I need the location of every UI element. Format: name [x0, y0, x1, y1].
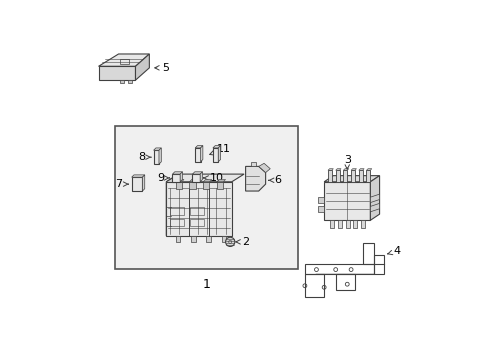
Text: 4: 4 [387, 246, 400, 256]
Polygon shape [217, 180, 225, 182]
Polygon shape [335, 170, 339, 182]
Polygon shape [190, 236, 195, 242]
Polygon shape [358, 170, 362, 182]
Polygon shape [180, 172, 182, 182]
Text: 9: 9 [157, 173, 169, 183]
Text: 11: 11 [209, 144, 230, 155]
Polygon shape [353, 220, 357, 228]
Polygon shape [131, 175, 144, 177]
Polygon shape [327, 170, 331, 182]
Polygon shape [175, 182, 182, 189]
Polygon shape [99, 54, 149, 66]
Text: 6: 6 [268, 175, 281, 185]
Polygon shape [131, 177, 142, 191]
Polygon shape [142, 175, 144, 191]
Polygon shape [200, 145, 203, 162]
Polygon shape [369, 194, 379, 203]
Polygon shape [343, 169, 348, 170]
Polygon shape [245, 166, 265, 191]
Polygon shape [189, 182, 195, 189]
Circle shape [225, 237, 234, 247]
Polygon shape [153, 148, 161, 150]
Polygon shape [345, 220, 349, 228]
Polygon shape [175, 236, 180, 242]
Polygon shape [335, 169, 341, 170]
Polygon shape [135, 54, 149, 80]
Polygon shape [369, 176, 379, 220]
Polygon shape [350, 169, 356, 170]
Text: 8: 8 [138, 152, 151, 162]
Polygon shape [99, 66, 135, 80]
Polygon shape [366, 170, 369, 182]
Polygon shape [195, 145, 203, 148]
Polygon shape [221, 236, 226, 242]
Polygon shape [166, 174, 244, 182]
Polygon shape [172, 174, 180, 182]
Polygon shape [212, 148, 218, 162]
Polygon shape [317, 206, 324, 212]
Polygon shape [324, 182, 369, 220]
Polygon shape [175, 180, 183, 182]
Polygon shape [360, 220, 364, 228]
Bar [115, 126, 297, 269]
Polygon shape [166, 182, 231, 236]
Polygon shape [192, 172, 202, 174]
Polygon shape [212, 145, 220, 148]
Polygon shape [329, 220, 333, 228]
Polygon shape [369, 203, 379, 212]
Polygon shape [192, 174, 200, 182]
Text: 3: 3 [343, 155, 350, 169]
Polygon shape [200, 172, 202, 182]
Polygon shape [166, 174, 178, 236]
Polygon shape [217, 182, 223, 189]
Polygon shape [153, 150, 159, 164]
Polygon shape [327, 169, 333, 170]
Polygon shape [317, 197, 324, 203]
Polygon shape [195, 148, 200, 162]
Polygon shape [366, 169, 371, 170]
Polygon shape [350, 170, 354, 182]
Polygon shape [203, 182, 209, 189]
Polygon shape [189, 180, 198, 182]
Polygon shape [358, 169, 364, 170]
Polygon shape [203, 180, 211, 182]
Polygon shape [127, 80, 131, 83]
Polygon shape [324, 176, 379, 182]
Polygon shape [218, 145, 220, 162]
Polygon shape [120, 80, 123, 83]
Text: 10: 10 [203, 173, 223, 183]
Polygon shape [343, 170, 346, 182]
Polygon shape [206, 236, 210, 242]
Polygon shape [250, 162, 256, 166]
Text: 1: 1 [202, 278, 210, 291]
Polygon shape [258, 163, 270, 172]
Polygon shape [337, 220, 341, 228]
Text: 7: 7 [115, 179, 128, 189]
Text: 5: 5 [154, 63, 169, 73]
Polygon shape [172, 172, 182, 174]
Polygon shape [159, 148, 161, 164]
Text: 2: 2 [235, 237, 249, 247]
